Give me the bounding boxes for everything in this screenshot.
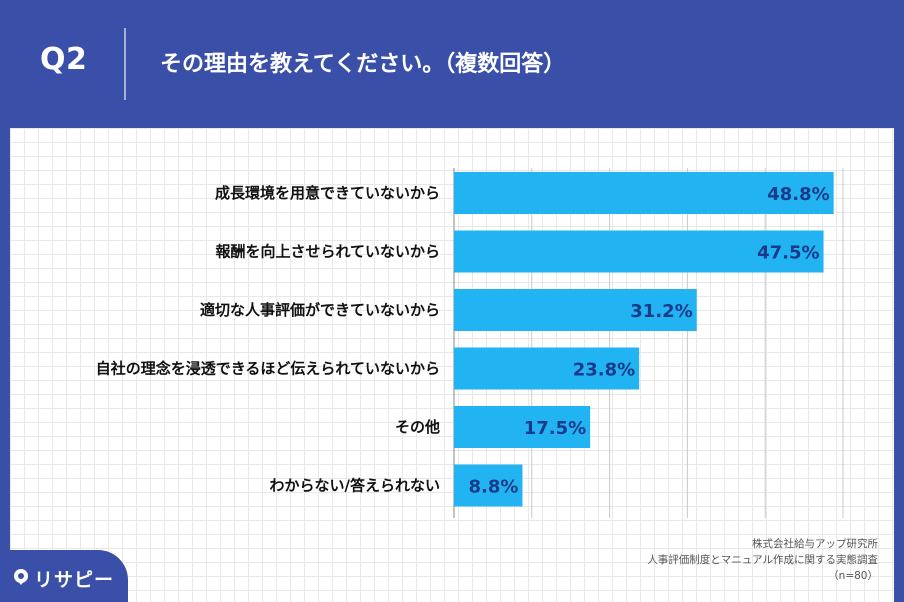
value-label: 8.8% xyxy=(469,477,519,498)
value-label: 31.2% xyxy=(630,301,692,322)
source-note: 株式会社給与アップ研究所 人事評価制度とマニュアル作成に関する実態調査 （n=8… xyxy=(647,536,878,584)
category-label: 成長環境を用意できていないから xyxy=(215,184,440,202)
source-survey: 人事評価制度とマニュアル作成に関する実態調査 xyxy=(647,554,878,566)
value-label: 48.8% xyxy=(767,184,829,205)
category-label: 適切な人事評価ができていないから xyxy=(200,301,440,319)
value-label: 47.5% xyxy=(757,243,819,264)
category-label: その他 xyxy=(395,418,440,436)
category-label: 自社の理念を浸透できるほど伝えられていないから xyxy=(96,360,440,378)
category-label: わからない/答えられない xyxy=(270,477,440,495)
header: Q2 その理由を教えてください。（複数回答） xyxy=(0,0,904,128)
source-company: 株式会社給与アップ研究所 xyxy=(752,538,878,550)
question-number: Q2 xyxy=(40,42,88,77)
bar xyxy=(454,347,640,390)
source-sample-size: （n=80） xyxy=(828,570,878,582)
value-label: 17.5% xyxy=(524,418,586,439)
chart-card: 成長環境を用意できていないから 48.8% 報酬を向上させられていないから 47.5%… xyxy=(10,128,894,602)
bar xyxy=(454,464,523,507)
bar xyxy=(454,289,697,331)
bar xyxy=(454,406,591,448)
brand-logo: リサピー xyxy=(0,550,128,602)
bar xyxy=(454,230,824,273)
logo-text: リサピー xyxy=(34,569,115,591)
category-label: 報酬を向上させられていないから xyxy=(215,243,440,261)
location-pin-icon xyxy=(14,569,28,585)
question-title: その理由を教えてください。（複数回答） xyxy=(160,52,566,77)
value-label: 23.8% xyxy=(573,360,635,381)
header-divider xyxy=(124,28,126,100)
bar xyxy=(454,172,834,214)
bar-chart: 成長環境を用意できていないから 48.8% 報酬を向上させられていないから 47.5%… xyxy=(96,168,844,518)
